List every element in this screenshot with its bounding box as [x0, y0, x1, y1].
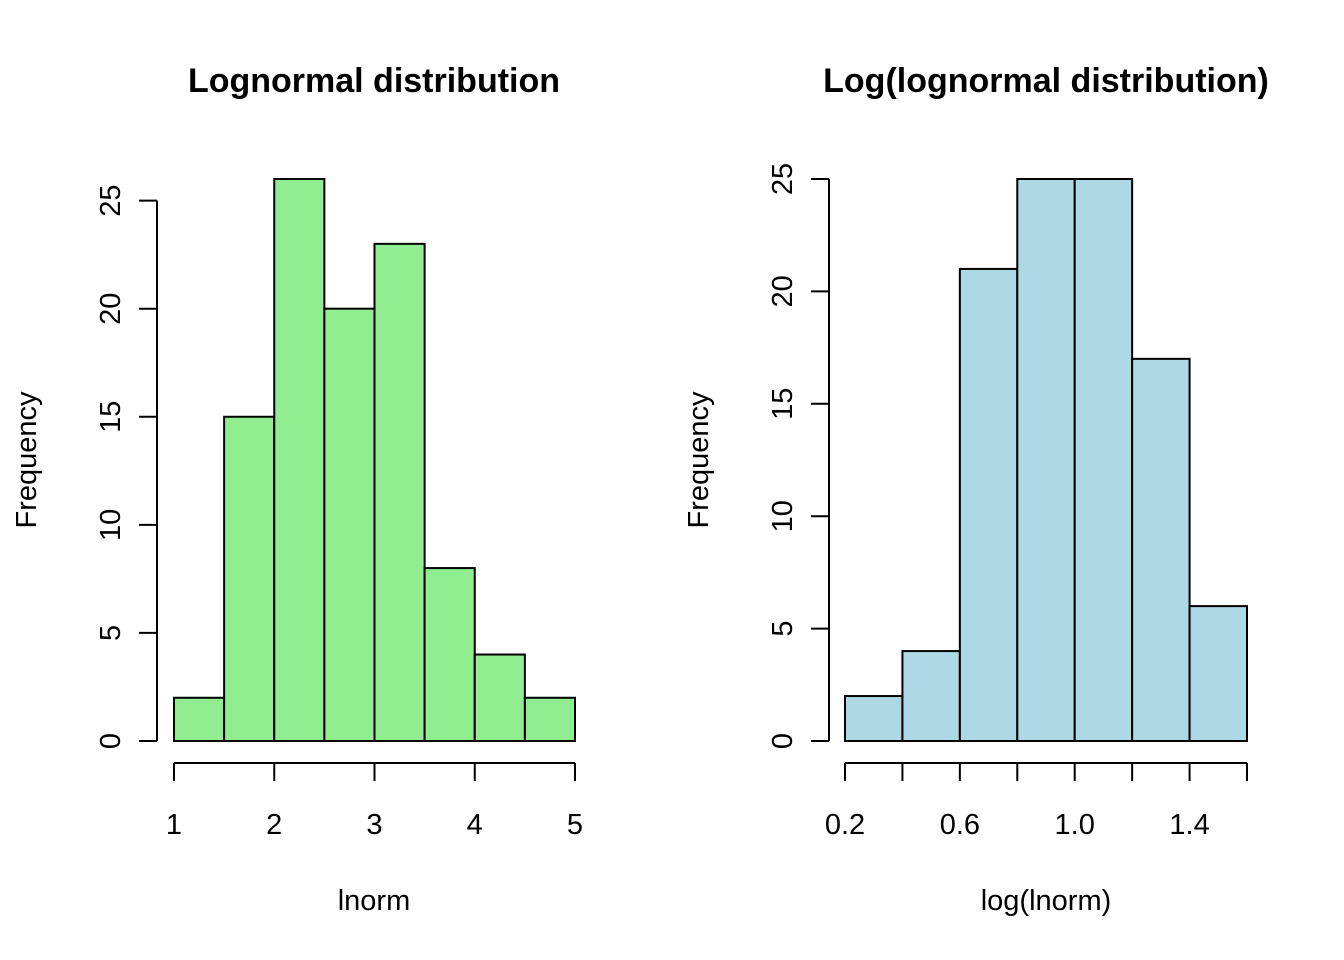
- x-tick-label: 2: [266, 809, 282, 841]
- bar-3: [1016, 178, 1076, 742]
- y-tick-label: 0: [767, 733, 799, 749]
- bar-0: [844, 695, 904, 742]
- bar-6: [1188, 605, 1248, 742]
- y-tick-label: 5: [767, 621, 799, 637]
- x-tick-label: 1.4: [1169, 809, 1209, 841]
- y-axis-label: Frequency: [11, 391, 43, 529]
- y-tick-label: 20: [767, 275, 799, 307]
- x-tick-label: 0.6: [940, 809, 980, 841]
- bar-3: [323, 307, 376, 742]
- y-tick-label: 15: [95, 401, 127, 433]
- y-tick-label: 5: [95, 625, 127, 641]
- bar-4: [1073, 178, 1134, 742]
- x-tick-label: 4: [467, 809, 483, 841]
- x-axis-label: log(lnorm): [981, 885, 1112, 917]
- chart-title: Log(lognormal distribution): [823, 62, 1269, 100]
- bar-1: [223, 415, 276, 742]
- bar-6: [473, 653, 526, 742]
- bar-7: [523, 696, 576, 742]
- bar-0: [173, 696, 226, 742]
- y-tick-label: 10: [767, 500, 799, 532]
- y-tick-label: 15: [767, 388, 799, 420]
- y-tick-label: 10: [95, 509, 127, 541]
- x-axis-label: lnorm: [338, 885, 411, 917]
- x-axis: 1 2 3 4 5: [166, 762, 583, 841]
- x-tick-label: 1.0: [1055, 809, 1095, 841]
- bar-2: [958, 267, 1019, 742]
- bars: [173, 178, 576, 742]
- x-tick-label: 5: [567, 809, 583, 841]
- bars: [844, 178, 1248, 743]
- x-tick-label: 1: [166, 809, 182, 841]
- histogram-lognormal: Lognormal distribution lnorm Frequency 0…: [11, 62, 583, 917]
- x-tick-label: 0.2: [825, 809, 865, 841]
- chart-title: Lognormal distribution: [188, 62, 560, 100]
- x-tick-label: 3: [366, 809, 382, 841]
- bar-2: [273, 178, 326, 742]
- bar-5: [423, 567, 476, 742]
- y-tick-label: 25: [95, 184, 127, 216]
- y-axis: 0 5 10 15 20 25: [767, 163, 830, 749]
- bar-5: [1131, 357, 1191, 742]
- y-tick-label: 0: [95, 733, 127, 749]
- bar-1: [901, 650, 961, 743]
- bar-4: [373, 242, 426, 742]
- histogram-log-lognormal: Log(lognormal distribution) log(lnorm) F…: [683, 62, 1269, 917]
- y-axis: 0 5 10 15 20 25: [95, 184, 158, 749]
- y-axis-label: Frequency: [683, 391, 715, 529]
- y-tick-label: 20: [95, 293, 127, 325]
- x-axis: 0.2 0.6 1.0 1.4: [825, 762, 1248, 841]
- y-tick-label: 25: [767, 163, 799, 195]
